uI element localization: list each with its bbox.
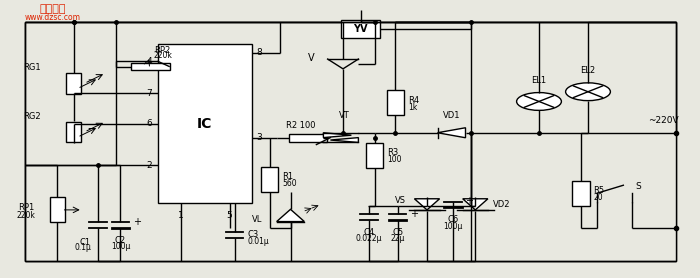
Text: 1: 1: [178, 211, 183, 220]
Text: R5: R5: [594, 186, 605, 195]
Text: +: +: [133, 217, 141, 227]
Bar: [260, 167, 279, 192]
Text: 1k: 1k: [408, 103, 417, 111]
Text: R2 100: R2 100: [286, 121, 316, 130]
Text: VD2: VD2: [493, 200, 510, 209]
Text: 220k: 220k: [17, 211, 35, 220]
Text: 100μ: 100μ: [111, 242, 130, 251]
Polygon shape: [276, 209, 304, 222]
Text: 8: 8: [256, 48, 262, 57]
Bar: [66, 73, 81, 94]
Text: IC: IC: [197, 117, 212, 131]
Bar: [25, 22, 676, 261]
Text: 4: 4: [146, 57, 152, 66]
Text: VL: VL: [252, 215, 262, 224]
Text: 6: 6: [146, 119, 152, 128]
Polygon shape: [330, 138, 358, 142]
Text: 7: 7: [146, 89, 152, 98]
Text: C5: C5: [392, 228, 403, 237]
Polygon shape: [323, 133, 351, 138]
Text: 100μ: 100μ: [443, 222, 463, 230]
Text: 3: 3: [256, 133, 262, 142]
Text: V: V: [309, 53, 315, 63]
Text: 22μ: 22μ: [391, 234, 405, 243]
Text: VT: VT: [339, 111, 350, 120]
Text: R4: R4: [408, 96, 419, 105]
Text: 0.1μ: 0.1μ: [74, 243, 91, 252]
Text: C4: C4: [363, 228, 374, 237]
Circle shape: [566, 83, 610, 101]
Text: 220k: 220k: [154, 51, 173, 60]
Text: C6: C6: [447, 215, 458, 224]
Text: RG2: RG2: [22, 112, 41, 121]
Text: S: S: [636, 182, 641, 191]
Text: 560: 560: [282, 179, 297, 188]
Text: C1: C1: [80, 238, 91, 247]
Bar: [342, 20, 379, 38]
Bar: [132, 63, 169, 70]
Bar: [573, 181, 589, 206]
Text: C3: C3: [247, 230, 258, 239]
Bar: [288, 134, 328, 142]
Bar: [386, 90, 405, 115]
Text: EL2: EL2: [580, 66, 596, 75]
Bar: [50, 197, 65, 222]
Text: 2: 2: [146, 161, 152, 170]
Text: 20: 20: [594, 193, 603, 202]
Text: +: +: [410, 208, 418, 219]
Text: 0.022μ: 0.022μ: [356, 234, 382, 243]
Polygon shape: [438, 128, 466, 138]
Text: RP1: RP1: [18, 203, 34, 212]
Text: VS: VS: [395, 196, 406, 205]
Bar: [158, 44, 252, 203]
Text: RP2: RP2: [154, 46, 170, 55]
Bar: [366, 143, 384, 168]
Text: C2: C2: [115, 236, 126, 245]
Text: www.dzsc.com: www.dzsc.com: [25, 13, 80, 21]
Text: ~220V: ~220V: [648, 116, 678, 125]
Text: 维库一下: 维库一下: [39, 4, 66, 14]
Text: 100: 100: [387, 155, 402, 164]
Text: R3: R3: [387, 148, 398, 157]
Text: 0.01μ: 0.01μ: [247, 237, 269, 246]
Polygon shape: [463, 199, 488, 210]
Text: VD1: VD1: [442, 111, 461, 120]
Text: 5: 5: [227, 211, 232, 220]
Bar: [66, 122, 81, 142]
Text: RG1: RG1: [22, 63, 41, 72]
Text: +: +: [466, 196, 473, 206]
Bar: [25, 22, 676, 261]
Text: EL1: EL1: [531, 76, 547, 85]
Polygon shape: [414, 199, 440, 210]
Circle shape: [517, 93, 561, 110]
Text: YV: YV: [354, 24, 368, 34]
Text: R1: R1: [282, 172, 293, 181]
